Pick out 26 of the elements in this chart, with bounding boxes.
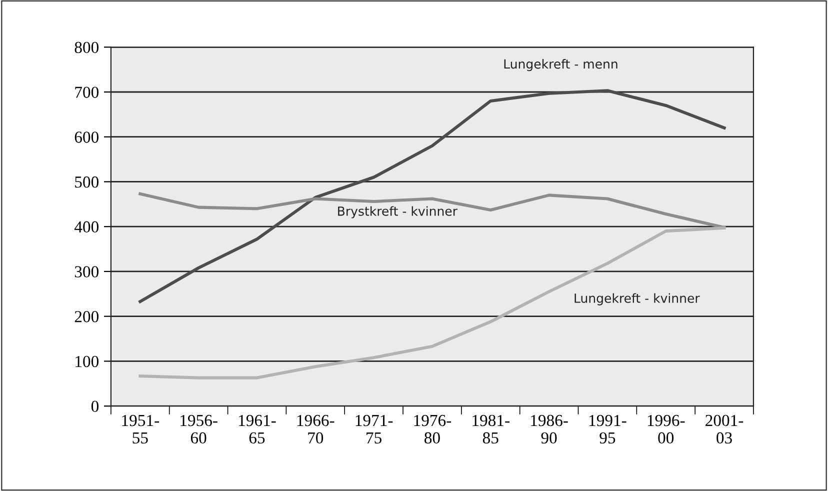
x-tick-label: 1966- 70: [297, 414, 334, 444]
y-tick-label: 600: [74, 132, 99, 143]
x-tick-label: 1961- 65: [239, 414, 276, 444]
y-tick-label: 100: [76, 356, 99, 368]
x-tick-label: 1956- 60: [180, 414, 218, 444]
x-tick-label: 1951- 55: [122, 414, 159, 444]
line-series: [138, 89, 726, 304]
y-tick-label: 400: [74, 221, 99, 233]
y-tick-label: 500: [75, 176, 99, 188]
y-tick-label: 300: [74, 266, 99, 278]
series-label: Lungekreft - menn: [504, 59, 618, 72]
x-tick-label: 1996- 00: [648, 414, 685, 444]
series-label: Lungekreft - kvinner: [574, 293, 700, 306]
series-label: Brystkreft - kvinner: [338, 206, 458, 218]
x-tick-label: 1976- 80: [414, 414, 452, 444]
x-tick-label: 1986- 90: [531, 414, 568, 444]
x-tick-label: 1971- 75: [356, 414, 393, 444]
y-tick-label: 800: [74, 42, 99, 54]
x-tick-label: 1991- 95: [589, 414, 626, 444]
x-tick-label: 2001- 03: [706, 414, 744, 444]
line-series: [138, 226, 726, 380]
y-tick-label: 0: [91, 400, 99, 412]
x-tick-label: 1981- 85: [472, 414, 510, 444]
y-tick-label: 700: [75, 86, 99, 98]
y-tick-label: 200: [74, 311, 99, 322]
line-series: [138, 192, 726, 230]
